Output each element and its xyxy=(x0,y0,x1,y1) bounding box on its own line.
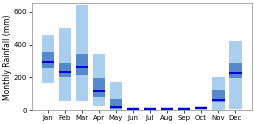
Bar xyxy=(194,106,207,109)
Bar xyxy=(177,108,190,110)
Bar xyxy=(92,91,105,92)
Bar xyxy=(75,66,88,68)
Bar xyxy=(228,41,241,109)
Bar xyxy=(92,54,105,106)
Bar xyxy=(58,63,71,77)
Bar xyxy=(41,35,54,83)
Bar xyxy=(194,107,207,109)
Bar xyxy=(41,52,54,68)
Bar xyxy=(143,108,156,110)
Bar xyxy=(109,82,122,110)
Bar xyxy=(58,71,71,73)
Bar xyxy=(143,107,156,110)
Bar xyxy=(228,72,241,74)
Bar xyxy=(177,107,190,110)
Bar xyxy=(160,107,173,110)
Bar xyxy=(126,107,139,110)
Bar xyxy=(211,90,224,102)
Bar xyxy=(211,78,224,110)
Bar xyxy=(126,108,139,110)
Bar xyxy=(126,108,139,110)
Bar xyxy=(160,108,173,110)
Bar xyxy=(160,108,173,110)
Bar xyxy=(75,54,88,75)
Bar xyxy=(194,107,207,109)
Bar xyxy=(143,108,156,110)
Y-axis label: Monthly Rainfall (mm): Monthly Rainfall (mm) xyxy=(4,14,12,100)
Bar xyxy=(41,61,54,63)
Bar xyxy=(228,63,241,78)
Bar xyxy=(177,108,190,110)
Bar xyxy=(211,99,224,101)
Bar xyxy=(109,106,122,108)
Bar xyxy=(109,99,122,109)
Bar xyxy=(58,28,71,101)
Bar xyxy=(92,78,105,97)
Bar xyxy=(75,5,88,101)
